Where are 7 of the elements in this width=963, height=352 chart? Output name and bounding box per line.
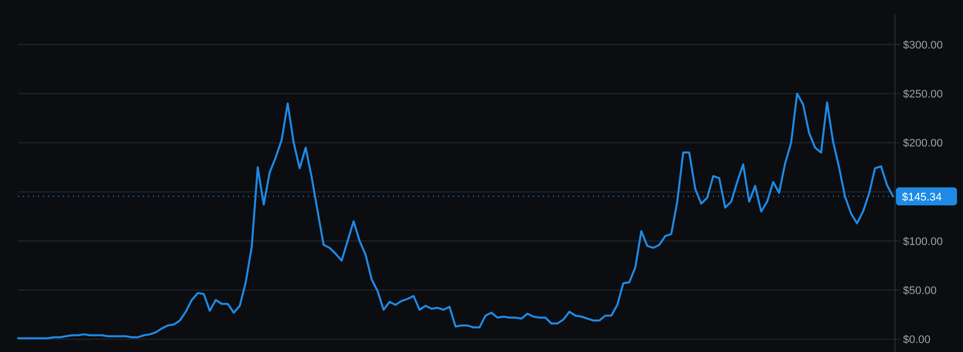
y-tick-label: $50.00 — [903, 284, 937, 297]
y-tick-label: $0.00 — [903, 334, 931, 346]
y-tick-label: $200.00 — [903, 138, 943, 150]
y-tick-label: $250.00 — [903, 88, 943, 100]
ref-line-label: $145.34 — [902, 191, 942, 204]
y-tick-label: $100.00 — [903, 236, 943, 248]
y-tick-label: $300.00 — [903, 39, 943, 52]
